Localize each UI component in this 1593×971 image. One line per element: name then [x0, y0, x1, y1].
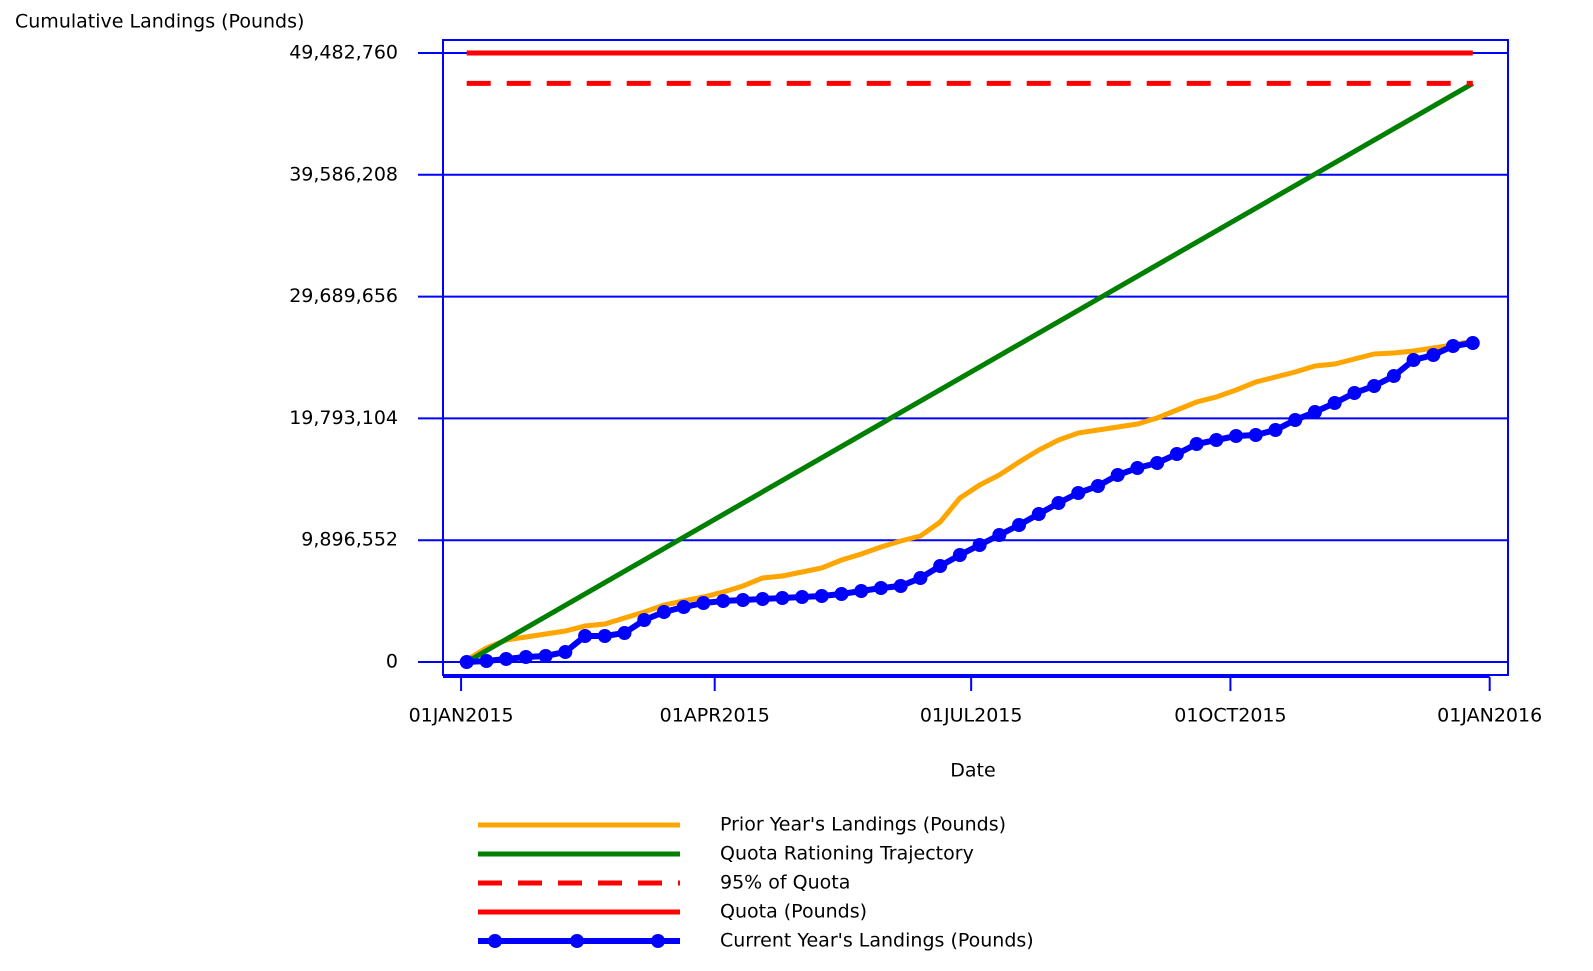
data-point	[1288, 413, 1303, 428]
x-tick-label: 01JUL2015	[920, 705, 1023, 727]
data-point	[716, 593, 731, 608]
y-tick-label: 0	[386, 651, 398, 673]
data-point	[755, 592, 770, 607]
data-point	[1406, 353, 1421, 368]
data-point	[597, 628, 612, 643]
data-point	[538, 648, 553, 663]
data-point	[933, 559, 948, 574]
y-tick-label: 9,896,552	[301, 529, 398, 551]
data-point	[637, 612, 652, 627]
data-point	[735, 592, 750, 607]
data-point	[1426, 348, 1441, 363]
data-point	[1031, 507, 1046, 522]
data-point	[1110, 468, 1125, 483]
x-axis-label: Date	[950, 760, 995, 782]
data-point	[1347, 386, 1362, 401]
data-point	[913, 571, 928, 586]
data-point	[578, 628, 593, 643]
data-point	[656, 604, 671, 619]
series-line	[466, 340, 1474, 665]
data-point	[499, 652, 514, 667]
data-point	[676, 600, 691, 615]
data-point	[1071, 485, 1086, 500]
y-tick-label: 39,586,208	[289, 163, 398, 185]
data-point	[1327, 396, 1342, 411]
legend-label: Current Year's Landings (Pounds)	[720, 930, 1034, 952]
data-point	[893, 579, 908, 594]
data-point	[834, 587, 849, 602]
data-point	[617, 626, 632, 641]
series-line	[465, 81, 1475, 665]
data-point	[814, 588, 829, 603]
x-tick-label: 01OCT2015	[1174, 705, 1286, 727]
y-axis-label: Cumulative Landings (Pounds)	[15, 11, 304, 33]
data-point	[479, 654, 494, 669]
data-point	[1090, 479, 1105, 494]
data-point	[952, 548, 967, 563]
data-point	[558, 644, 573, 659]
y-tick-label: 49,482,760	[289, 41, 398, 63]
x-tick-label: 01JAN2016	[1437, 705, 1542, 727]
series-line	[465, 338, 1474, 663]
legend-marker	[570, 934, 584, 948]
data-point	[873, 581, 888, 596]
data-point	[1367, 378, 1382, 393]
data-point	[1386, 369, 1401, 384]
data-point	[795, 590, 810, 605]
legend-label: Quota (Pounds)	[720, 901, 867, 923]
legend-marker	[488, 934, 502, 948]
data-point	[1307, 405, 1322, 420]
data-point	[1209, 433, 1224, 448]
data-point	[518, 650, 533, 665]
data-point	[1229, 429, 1244, 444]
data-point	[1130, 461, 1145, 476]
legend-label: Prior Year's Landings (Pounds)	[720, 814, 1006, 836]
data-point	[992, 528, 1007, 543]
data-point	[775, 591, 790, 606]
data-point	[1169, 447, 1184, 462]
data-point	[1268, 423, 1283, 438]
data-point	[1150, 456, 1165, 471]
data-point	[854, 584, 869, 599]
legend-marker	[651, 934, 665, 948]
data-point	[1051, 496, 1066, 511]
y-tick-label: 29,689,656	[289, 285, 398, 307]
data-point	[972, 537, 987, 552]
y-tick-label: 19,793,104	[289, 407, 398, 429]
data-point	[1446, 339, 1461, 354]
data-point	[1012, 517, 1027, 532]
x-tick-label: 01JAN2015	[409, 705, 514, 727]
data-point	[1189, 437, 1204, 452]
legend-label: Quota Rationing Trajectory	[720, 843, 974, 865]
data-point	[1465, 336, 1480, 351]
plot-frame	[442, 39, 1509, 676]
data-point	[459, 655, 474, 670]
legend-label: 95% of Quota	[720, 872, 850, 894]
x-tick-label: 01APR2015	[660, 705, 770, 727]
data-point	[696, 596, 711, 611]
data-point	[1248, 428, 1263, 443]
